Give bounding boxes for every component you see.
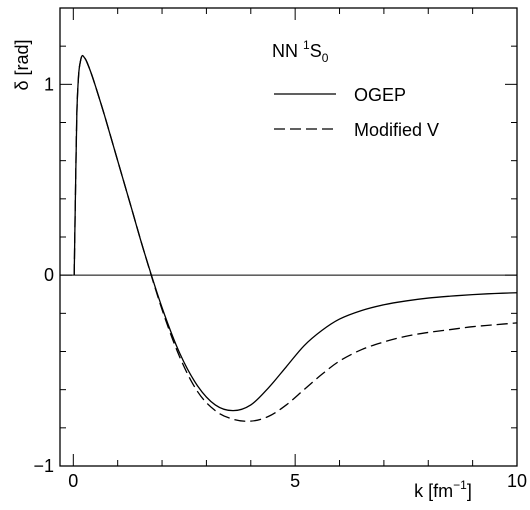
y-axis-label: δ [rad] [12, 39, 32, 90]
y-tick-label: 1 [44, 74, 54, 94]
y-tick-label: −1 [33, 456, 54, 476]
plot-frame [59, 7, 518, 467]
x-tick-label: 0 [68, 471, 78, 491]
plot-area [59, 7, 518, 467]
axis-ticks [60, 7, 518, 467]
legend-title-sup: 1 [303, 38, 310, 52]
series-line-ogep [73, 54, 518, 412]
legend-title-base: NN [272, 41, 303, 61]
x-tick-label: 5 [290, 471, 300, 491]
tick-labels: 0 5 10 −1 0 1 [33, 74, 527, 491]
x-axis-label-close: ] [467, 481, 472, 501]
x-axis-label: k [fm−1] [414, 478, 472, 501]
legend-title-main: S [310, 41, 322, 61]
legend-title: NN 1S0 [272, 38, 329, 65]
x-axis-label-base: k [fm [414, 481, 453, 501]
legend-label-modified-v: Modified V [354, 120, 439, 140]
curves [73, 54, 518, 422]
legend-label-ogep: OGEP [354, 85, 406, 105]
legend: NN 1S0 OGEP Modified V [272, 38, 439, 140]
legend-title-sub: 0 [322, 51, 329, 65]
y-tick-label: 0 [44, 265, 54, 285]
x-tick-label: 10 [507, 471, 527, 491]
x-axis-label-sup: −1 [453, 478, 467, 492]
